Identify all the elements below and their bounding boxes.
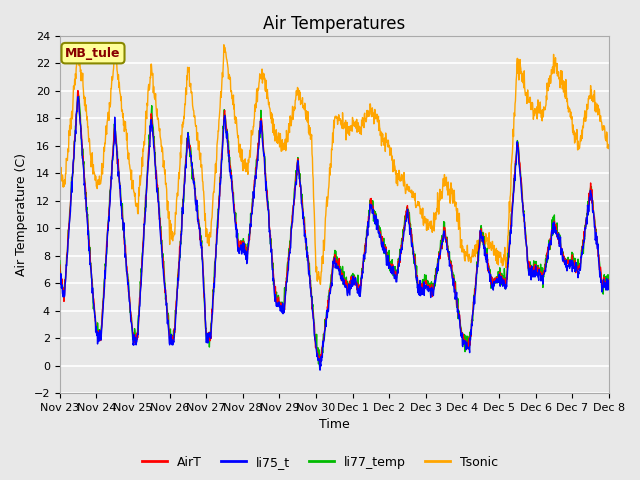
Title: Air Temperatures: Air Temperatures [263, 15, 406, 33]
Y-axis label: Air Temperature (C): Air Temperature (C) [15, 153, 28, 276]
Text: MB_tule: MB_tule [65, 47, 121, 60]
X-axis label: Time: Time [319, 419, 349, 432]
Legend: AirT, li75_t, li77_temp, Tsonic: AirT, li75_t, li77_temp, Tsonic [138, 451, 502, 474]
